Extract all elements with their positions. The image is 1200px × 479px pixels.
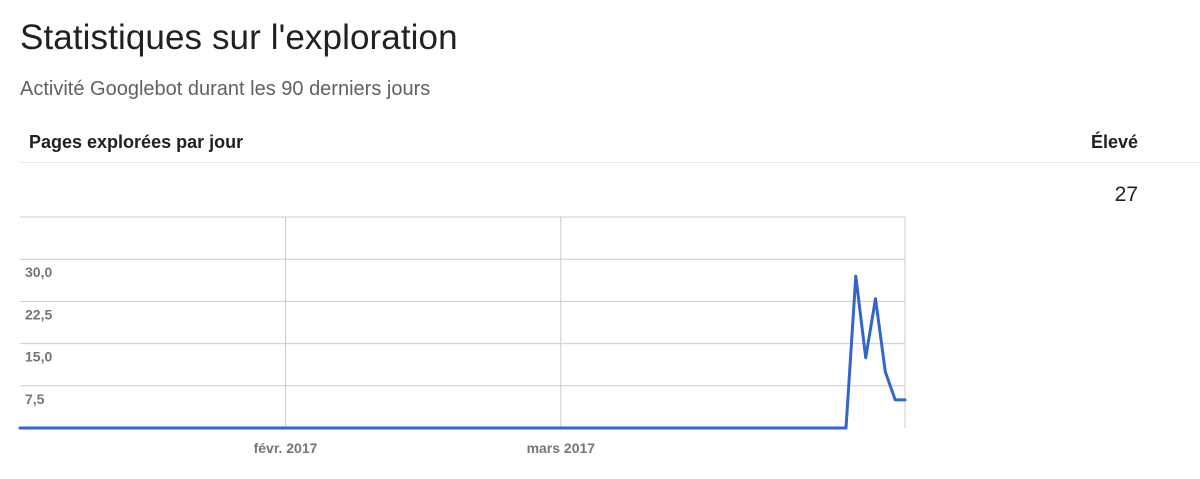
y-tick-label: 7,5 (25, 391, 45, 407)
series-line (18, 274, 907, 430)
x-tick-label: févr. 2017 (254, 440, 318, 456)
y-tick-label: 15,0 (25, 349, 52, 365)
x-tick-label: mars 2017 (527, 440, 596, 456)
page-title: Statistiques sur l'exploration (20, 18, 458, 57)
y-tick-label: 30,0 (25, 264, 52, 280)
y-tick-label: 22,5 (25, 306, 52, 322)
metric-header: Pages explorées par jour Élevé (20, 122, 1200, 163)
page-subtitle: Activité Googlebot durant les 90 dernier… (20, 78, 431, 100)
metric-label: Pages explorées par jour (29, 132, 244, 152)
metric-high-label: Élevé (1090, 132, 1138, 152)
metric-high-value: 27 (1114, 183, 1138, 206)
